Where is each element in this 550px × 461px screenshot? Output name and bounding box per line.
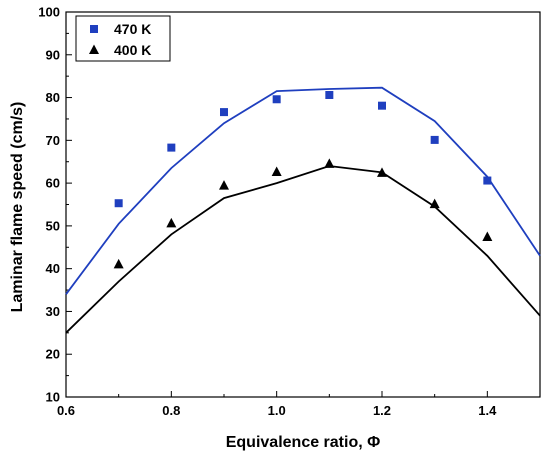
y-tick-label: 60 <box>46 176 60 191</box>
x-tick-label: 0.6 <box>57 403 75 418</box>
data-point-470k <box>378 101 386 110</box>
x-tick-label: 1.2 <box>373 403 391 418</box>
y-tick-label: 40 <box>46 261 60 276</box>
data-point-400k <box>219 180 229 190</box>
y-tick-label: 100 <box>38 5 60 20</box>
series-line-2 <box>65 165 541 334</box>
y-tick-label: 50 <box>46 218 60 233</box>
y-tick-label: 30 <box>46 304 60 319</box>
legend-marker-400k <box>89 44 99 54</box>
series-line-1 <box>65 86 541 295</box>
data-point-400k <box>113 258 124 269</box>
data-point-470k <box>220 108 228 117</box>
x-axis-title: Equivalence ratio, Φ <box>226 434 381 451</box>
data-point-400k <box>429 198 440 209</box>
x-tick-label: 0.8 <box>162 403 180 418</box>
data-point-470k <box>325 90 334 99</box>
data-point-470k <box>272 95 281 104</box>
data-point-400k <box>271 166 282 176</box>
y-tick-label: 90 <box>46 47 60 62</box>
y-tick-label: 70 <box>46 133 60 148</box>
data-point-400k <box>482 231 493 242</box>
y-axis-title: Laminar flame speed (cm/s) <box>9 102 26 313</box>
data-point-400k <box>377 167 387 177</box>
data-point-470k <box>167 143 176 152</box>
legend-label: 470 K <box>114 21 151 37</box>
legend-marker-470k <box>90 25 98 33</box>
data-point-470k <box>114 199 123 208</box>
data-point-470k <box>483 176 492 185</box>
y-tick-label: 10 <box>46 390 60 405</box>
data-point-400k <box>324 158 335 168</box>
y-tick-label: 20 <box>46 347 60 362</box>
legend-label: 400 K <box>114 42 151 58</box>
y-tick-label: 80 <box>46 90 60 105</box>
x-tick-label: 1.0 <box>268 403 286 418</box>
data-point-400k <box>166 217 177 228</box>
data-point-470k <box>430 135 439 144</box>
x-tick-label: 1.4 <box>478 403 497 418</box>
